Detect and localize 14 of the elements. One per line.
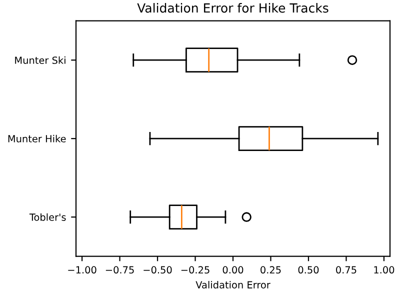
x-tick-label: 0.00 xyxy=(222,266,244,274)
x-tick-label: −0.25 xyxy=(181,266,210,274)
x-tick-label: 0.25 xyxy=(260,266,281,274)
x-tick-label: −1.00 xyxy=(68,266,96,274)
x-tick-label: −0.50 xyxy=(144,266,172,274)
y-tick-label: Tobler's xyxy=(29,213,66,221)
x-tick-label: 0.50 xyxy=(298,266,319,274)
x-tick-label: −0.75 xyxy=(106,266,134,274)
y-tick-label: Munter Ski xyxy=(15,56,66,64)
x-tick-label: 0.75 xyxy=(336,266,356,274)
x-axis-title: Validation Error xyxy=(196,280,270,288)
chart-title: Validation Error for Hike Tracks xyxy=(137,3,328,13)
y-tick-label: Munter Hike xyxy=(8,134,66,142)
x-tick-label: 1.00 xyxy=(374,266,394,274)
